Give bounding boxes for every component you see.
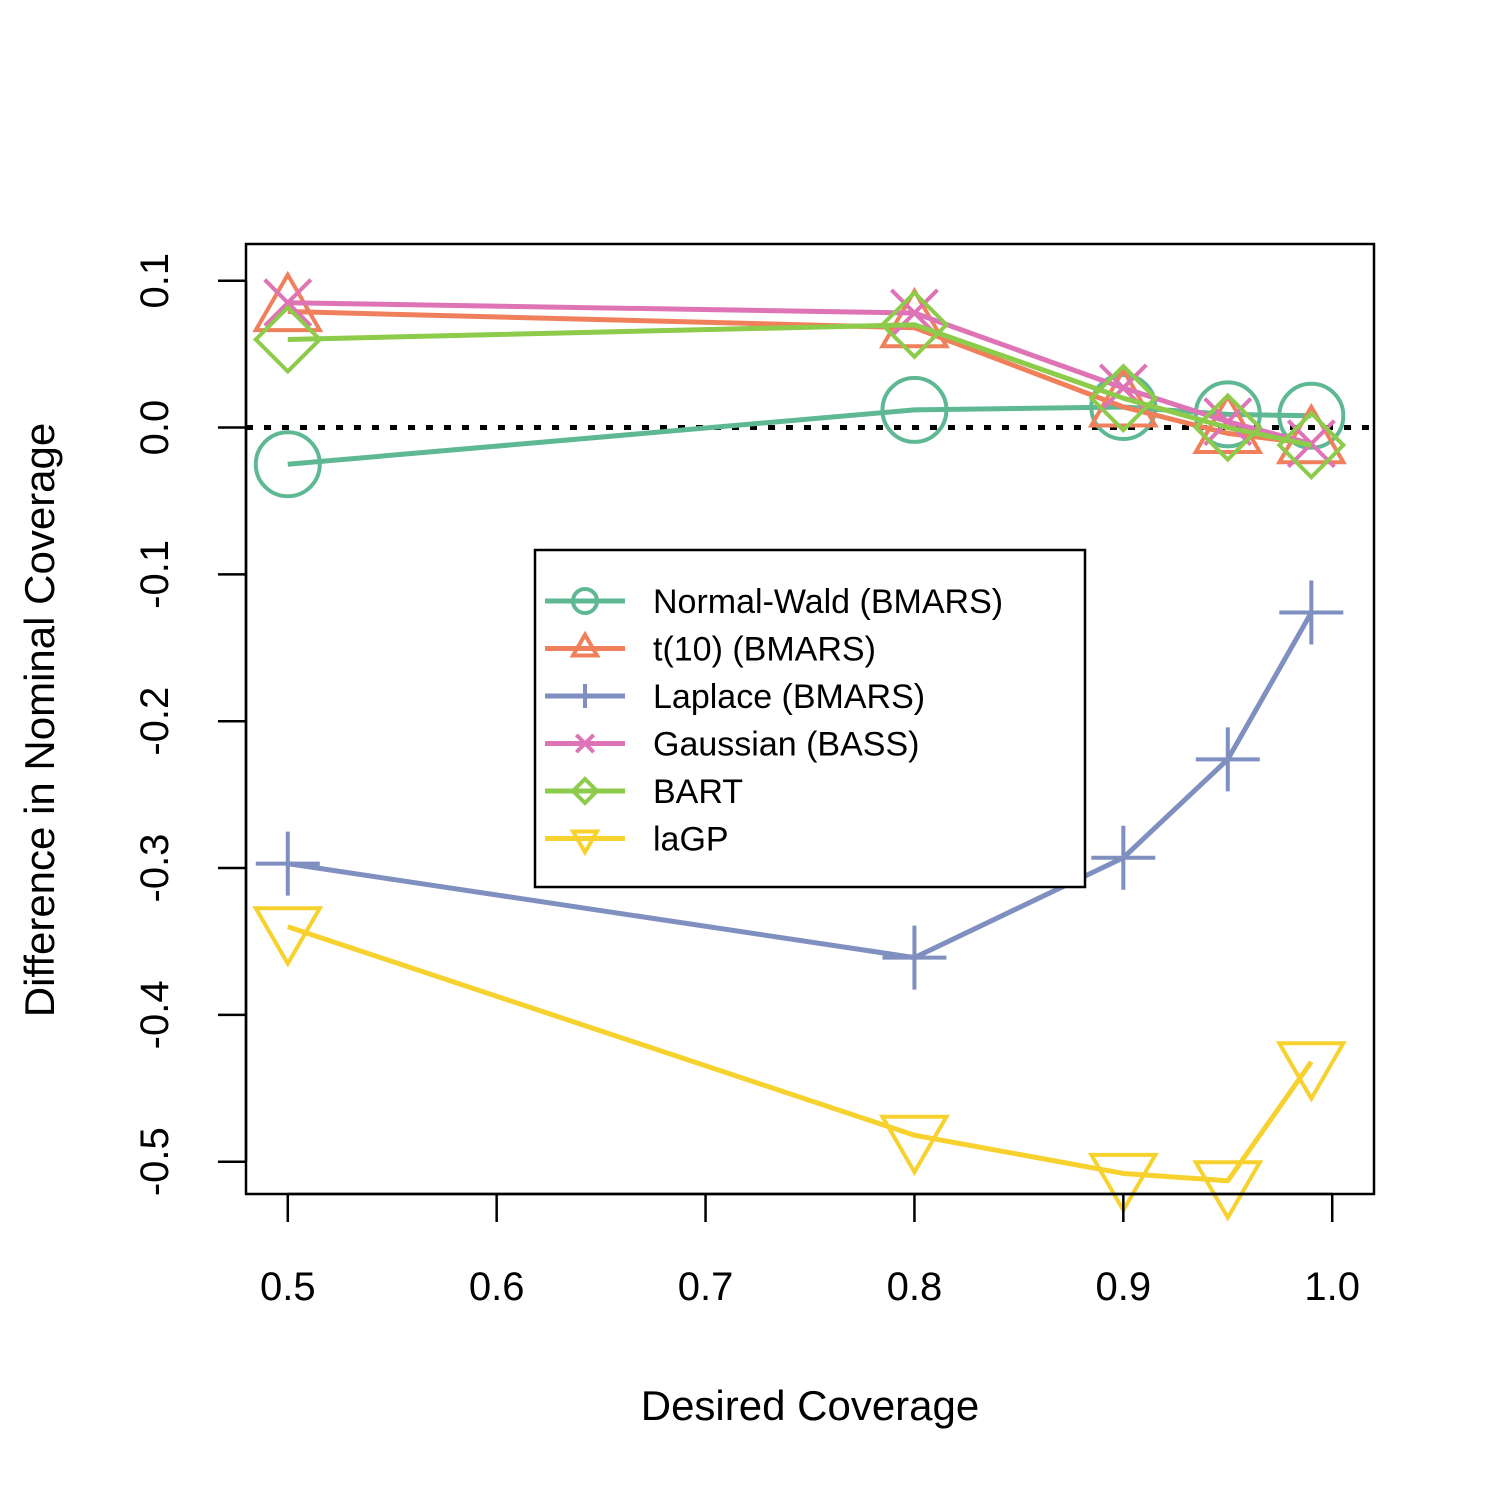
y-tick-label: -0.4: [133, 980, 177, 1049]
data-point: [255, 831, 320, 896]
y-tick-label: -0.1: [133, 540, 177, 609]
legend-marker: [570, 776, 600, 806]
data-point: [882, 925, 947, 990]
data-point: [252, 906, 324, 968]
legend-label: Normal-Wald (BMARS): [653, 583, 1003, 621]
legend-marker: [573, 684, 597, 708]
series-line: [287, 309, 1312, 447]
y-axis: 0.1 0.0 -0.1 -0.2 -0.3 -0.4 -0.5: [133, 253, 248, 1196]
x-tick-label: 0.7: [678, 1265, 734, 1309]
data-point: [1088, 363, 1159, 434]
series-0: [253, 372, 1346, 499]
y-axis-title: Difference in Nominal Coverage: [16, 423, 63, 1018]
data-point: [1275, 1041, 1347, 1103]
series-5: [252, 906, 1347, 1222]
data-point: [880, 375, 949, 444]
series-3: [263, 278, 1336, 469]
data-point: [1195, 727, 1260, 792]
data-point: [1275, 402, 1347, 465]
data-point: [252, 304, 323, 375]
series-2: [255, 580, 1344, 990]
data-point: [879, 289, 950, 360]
legend-marker: [569, 630, 601, 658]
data-point: [1193, 380, 1262, 449]
legend-label: t(10) (BMARS): [653, 631, 876, 669]
x-axis: 0.5 0.6 0.7 0.8 0.9 1.0: [260, 1192, 1360, 1309]
data-point: [1192, 392, 1263, 463]
data-point: [1279, 580, 1344, 645]
data-point: [1087, 1152, 1159, 1215]
x-tick-label: 0.9: [1096, 1265, 1152, 1309]
data-point: [1091, 825, 1156, 890]
plot-area: [246, 270, 1374, 1222]
y-tick-label: 0.1: [133, 253, 177, 309]
data-point: [878, 1114, 950, 1177]
data-point: [1192, 1160, 1264, 1222]
legend-label: laGP: [653, 821, 729, 859]
y-tick-label: 0.0: [133, 400, 177, 456]
data-point: [1277, 381, 1346, 450]
data-point: [1276, 410, 1347, 480]
data-point: [1203, 397, 1253, 447]
series-4: [252, 289, 1347, 480]
legend: Normal-Wald (BMARS) t(10) (BMARS) Laplace …: [533, 548, 1087, 889]
legend-marker: [574, 733, 596, 754]
y-tick-label: -0.5: [133, 1127, 177, 1196]
legend-marker: [571, 587, 599, 615]
legend-box: [533, 548, 1087, 889]
data-point: [1087, 366, 1159, 428]
legend-label: Laplace (BMARS): [653, 678, 925, 716]
legend-marker: [569, 829, 601, 857]
y-tick-label: -0.2: [133, 687, 177, 756]
x-tick-label: 1.0: [1304, 1265, 1360, 1309]
x-tick-label: 0.6: [469, 1265, 525, 1309]
x-tick-label: 0.5: [260, 1265, 316, 1309]
data-point: [253, 430, 322, 499]
series-line: [286, 924, 1314, 1184]
x-axis-title: Desired Coverage: [641, 1382, 980, 1429]
y-tick-label: -0.3: [133, 834, 177, 903]
x-tick-label: 0.8: [887, 1265, 943, 1309]
legend-label: Gaussian (BASS): [653, 726, 919, 764]
legend-label: BART: [653, 773, 743, 811]
data-point: [263, 278, 313, 328]
